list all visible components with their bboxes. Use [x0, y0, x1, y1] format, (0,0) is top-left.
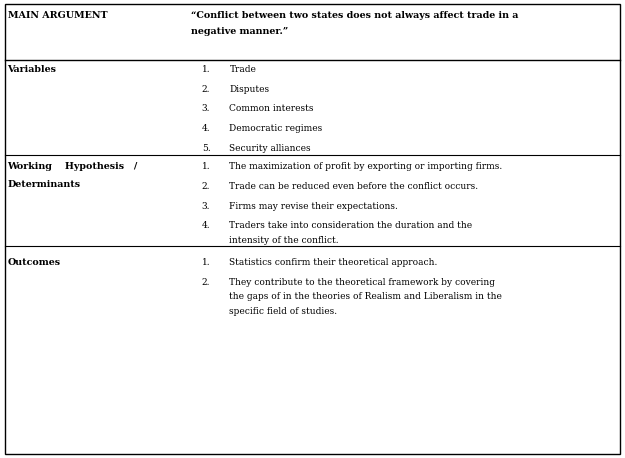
Text: Disputes: Disputes: [229, 85, 269, 94]
Text: 1.: 1.: [202, 65, 211, 74]
Text: intensity of the conflict.: intensity of the conflict.: [229, 236, 339, 245]
Text: 2.: 2.: [202, 85, 211, 94]
Text: 2.: 2.: [202, 182, 211, 191]
Text: 4.: 4.: [202, 221, 211, 230]
Text: MAIN ARGUMENT: MAIN ARGUMENT: [8, 11, 107, 21]
Text: 1.: 1.: [202, 258, 211, 267]
Text: 3.: 3.: [202, 202, 211, 211]
Text: specific field of studies.: specific field of studies.: [229, 307, 338, 316]
Text: Trade: Trade: [229, 65, 256, 74]
Text: Working    Hypothesis   /: Working Hypothesis /: [8, 162, 138, 171]
Text: 5.: 5.: [202, 144, 211, 153]
Text: 1.: 1.: [202, 162, 211, 171]
Text: 3.: 3.: [202, 104, 211, 114]
Text: Traders take into consideration the duration and the: Traders take into consideration the dura…: [229, 221, 472, 230]
Text: They contribute to the theoretical framework by covering: They contribute to the theoretical frame…: [229, 278, 496, 287]
Text: Trade can be reduced even before the conflict occurs.: Trade can be reduced even before the con…: [229, 182, 479, 191]
Text: Firms may revise their expectations.: Firms may revise their expectations.: [229, 202, 398, 211]
Text: Common interests: Common interests: [229, 104, 314, 114]
Text: “Conflict between two states does not always affect trade in a: “Conflict between two states does not al…: [191, 11, 518, 21]
Text: 2.: 2.: [202, 278, 211, 287]
Text: The maximization of profit by exporting or importing firms.: The maximization of profit by exporting …: [229, 162, 503, 171]
Text: Statistics confirm their theoretical approach.: Statistics confirm their theoretical app…: [229, 258, 438, 267]
Text: Determinants: Determinants: [8, 180, 81, 189]
Text: 4.: 4.: [202, 124, 211, 133]
Text: Outcomes: Outcomes: [8, 258, 61, 267]
Text: Variables: Variables: [8, 65, 56, 74]
Text: negative manner.”: negative manner.”: [191, 27, 288, 37]
Text: Democratic regimes: Democratic regimes: [229, 124, 322, 133]
Text: Security alliances: Security alliances: [229, 144, 311, 153]
Text: the gaps of in the theories of Realism and Liberalism in the: the gaps of in the theories of Realism a…: [229, 292, 503, 301]
